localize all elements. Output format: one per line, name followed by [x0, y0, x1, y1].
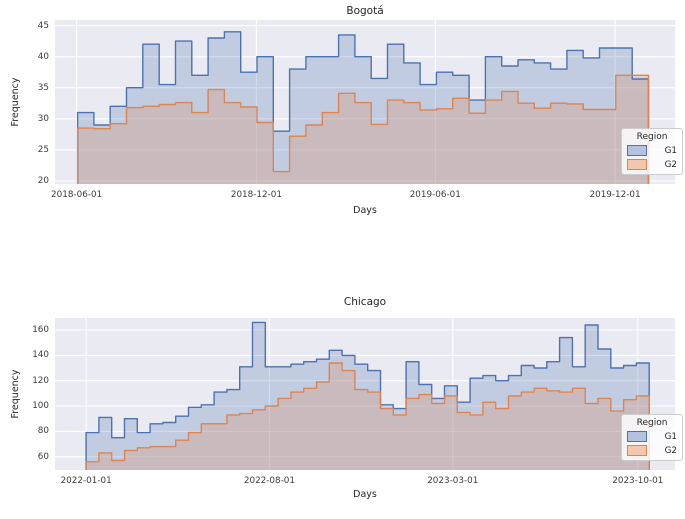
x-axis-label-bogota: Days: [353, 205, 377, 216]
legend: Region G1 G2: [621, 128, 683, 175]
series-G2-fill: [86, 363, 650, 470]
legend-entry-g1: G1: [627, 145, 677, 156]
y-tick-label: 80: [37, 426, 49, 437]
legend-label-g2: G2: [664, 445, 677, 456]
x-axis-label-chicago: Days: [353, 489, 377, 500]
y-tick-label: 45: [37, 20, 49, 31]
y-tick-label: 100: [32, 401, 49, 412]
legend-entry-g2: G2: [627, 159, 677, 170]
chart-canvas-Chicago: [55, 318, 675, 470]
legend-title: Region: [636, 132, 668, 142]
series-G1-line: [85, 321, 650, 470]
series-G1-fill: [77, 31, 649, 184]
legend-swatch-g2-icon: [627, 159, 647, 170]
y-tick-label: 160: [32, 325, 49, 336]
x-tick-label: 2023-03-01: [427, 476, 479, 486]
legend-entry-g2: G2: [627, 445, 677, 456]
series-G2-fill: [77, 75, 649, 184]
y-tick-label: 40: [37, 51, 49, 62]
x-tick-label: 2022-08-01: [243, 476, 295, 486]
x-tick-label: 2019-12-01: [589, 190, 641, 200]
y-tick-label: 20: [37, 175, 49, 186]
x-tick-label: 2018-06-01: [51, 190, 103, 200]
series-G2-line: [85, 362, 650, 470]
y-tick-label: 35: [37, 82, 49, 93]
chart-canvas-Bogotá: [55, 20, 675, 184]
plot-area-bogota: [55, 20, 675, 184]
y-tick-label: 120: [32, 375, 49, 386]
chart-title-chicago: Chicago: [343, 296, 387, 308]
legend-label-g2: G2: [664, 159, 677, 170]
x-tick-label: 2018-12-01: [230, 190, 282, 200]
legend-label-g1: G1: [664, 431, 677, 442]
y-tick-label: 25: [37, 144, 49, 155]
y-axis-label-bogota: Frequency: [10, 77, 21, 127]
legend-swatch-g1-icon: [627, 145, 647, 156]
legend-title: Region: [636, 418, 668, 428]
series-G1-fill: [86, 322, 650, 470]
x-tick-label: 2019-06-01: [409, 190, 461, 200]
legend-swatch-g2-icon: [627, 445, 647, 456]
legend-swatch-g1-icon: [627, 431, 647, 442]
x-tick-label: 2023-10-01: [612, 476, 664, 486]
plot-area-chicago: [55, 318, 675, 470]
chart-title-bogota: Bogotá: [346, 5, 384, 17]
legend-label-g1: G1: [664, 145, 677, 156]
x-tick-label: 2022-01-01: [60, 476, 112, 486]
y-tick-label: 140: [32, 350, 49, 361]
y-tick-label: 30: [37, 113, 49, 124]
series-G2-line: [76, 74, 650, 184]
y-axis-label-chicago: Frequency: [10, 369, 21, 419]
legend-entry-g1: G1: [627, 431, 677, 442]
y-tick-label: 60: [37, 451, 49, 462]
series-G1-line: [76, 31, 650, 184]
legend: Region G1 G2: [621, 414, 683, 461]
